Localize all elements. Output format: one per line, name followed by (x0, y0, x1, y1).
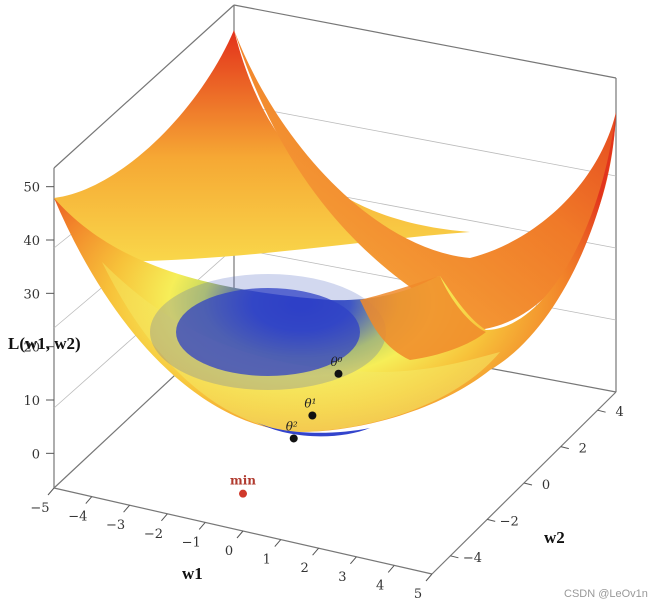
y-tick-label: 2 (579, 442, 587, 457)
y-tick-label: −4 (463, 551, 482, 566)
x-tick-label: −1 (182, 535, 201, 550)
x-tick-mark (425, 573, 433, 582)
point-marker (289, 434, 298, 443)
y-axis-label: w2 (544, 528, 565, 547)
x-tick-label: 3 (338, 570, 346, 585)
point-label: θ² (286, 419, 298, 433)
loss-surface (54, 30, 616, 437)
surface-front-ridge (360, 276, 486, 360)
z-tick-label: 20 (23, 341, 40, 356)
z-tick-label: 40 (23, 234, 40, 249)
x-axis: −5 −4 −3 −2 −1 0 1 2 3 4 5 w1 (30, 487, 433, 602)
x-tick-mark (236, 530, 244, 539)
y-axis: −4 −2 0 2 4 w2 (450, 405, 624, 566)
x-tick-label: 2 (300, 561, 308, 576)
point-label: θ¹ (304, 396, 316, 410)
z-tick-label: 0 (32, 447, 40, 462)
z-tick-label: 30 (23, 287, 40, 302)
y-tick-mark (450, 555, 459, 559)
x-tick-mark (161, 513, 168, 522)
surface-basin (176, 288, 360, 376)
z-axis-label: L(w1, w2) (8, 334, 81, 353)
surface-bottom (256, 422, 370, 437)
y-tick-label: 4 (615, 405, 623, 420)
x-tick-label: 4 (376, 578, 384, 593)
x-tick-mark (350, 556, 357, 565)
y-tick-mark (597, 409, 606, 413)
point-marker (239, 489, 247, 498)
x-tick-label: −3 (106, 518, 125, 533)
x-tick-label: −2 (144, 527, 163, 542)
x-tick-label: 1 (263, 553, 271, 568)
y-tick-label: 0 (542, 478, 550, 493)
x-tick-mark (198, 522, 206, 530)
surface-front-lip (102, 262, 500, 432)
y-tick-mark (487, 518, 496, 522)
x-tick-label: 5 (414, 587, 422, 602)
watermark: CSDN @LeOv1n (564, 588, 648, 600)
x-tick-label: −5 (30, 501, 49, 516)
x-tick-mark (387, 565, 395, 573)
x-tick-label: −4 (68, 510, 87, 525)
z-axis: 0 10 20 30 40 50 L(w1, w2) (8, 181, 81, 463)
z-tick-label: 10 (23, 394, 40, 409)
marked-points: θ⁰ θ¹ θ² min (230, 355, 343, 498)
x-tick-mark (85, 496, 93, 504)
z-tick-label: 50 (23, 181, 40, 196)
y-tick-mark (523, 482, 533, 486)
x-axis-label: w1 (182, 564, 203, 583)
point-marker (308, 411, 317, 420)
x-tick-mark (312, 547, 319, 556)
y-tick-mark (560, 446, 569, 450)
y-tick-label: −2 (500, 514, 519, 529)
surface-back-left (54, 30, 470, 262)
point-marker (334, 369, 343, 378)
x-tick-mark (274, 539, 282, 547)
surface-back-right (234, 30, 616, 330)
point-label: θ⁰ (330, 355, 342, 369)
x-tick-label: 0 (225, 544, 233, 559)
point-label: min (230, 474, 256, 488)
x-tick-mark (123, 504, 130, 513)
x-tick-mark (47, 487, 55, 496)
